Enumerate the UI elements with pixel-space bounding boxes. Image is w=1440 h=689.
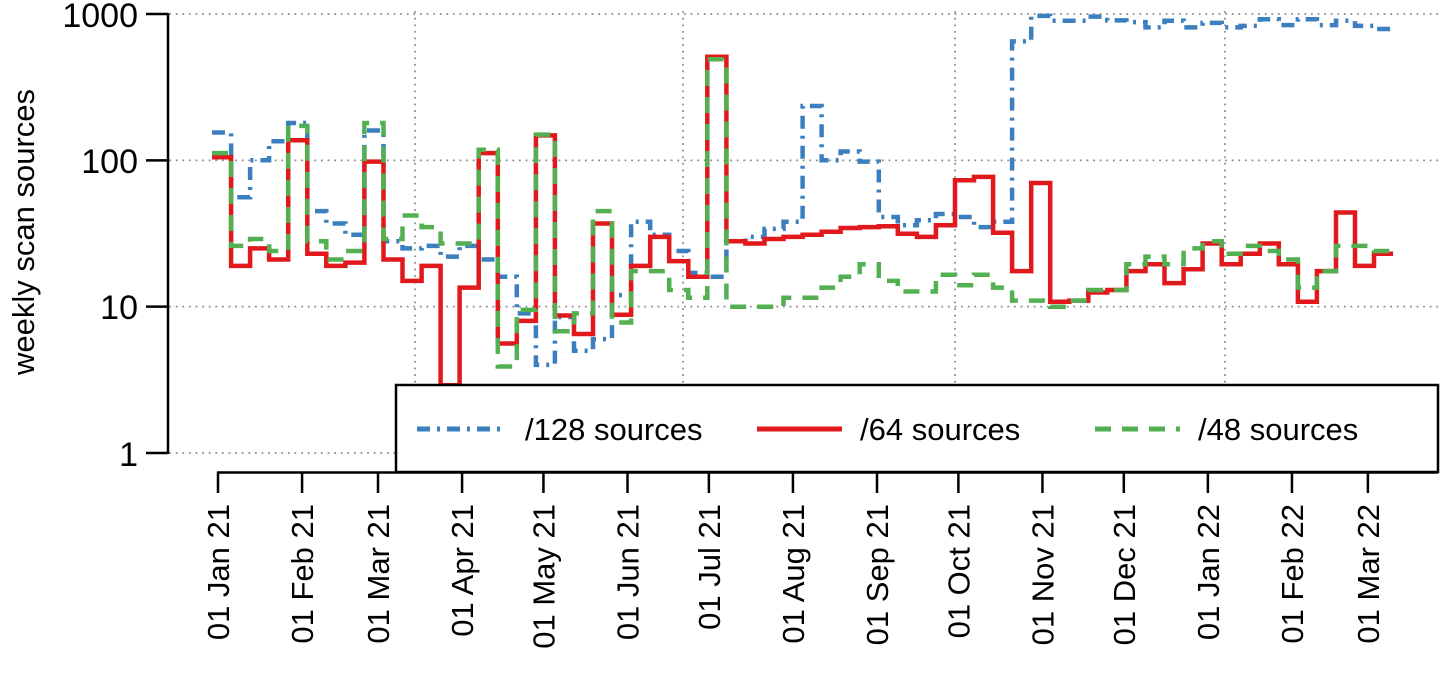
- x-tick-label: 01 Feb 22: [1275, 504, 1310, 644]
- x-tick-label: 01 Nov 21: [1025, 504, 1060, 645]
- legend: /128 sources /64 sources /48 sources: [394, 383, 1440, 474]
- y-axis-title: weekly scan sources: [6, 89, 41, 376]
- x-tick-label: 01 May 21: [526, 504, 561, 649]
- legend-box: [394, 383, 1440, 474]
- x-tick-label: 01 Apr 21: [445, 504, 480, 637]
- x-tick-label: 01 Sep 21: [860, 504, 895, 645]
- x-tick-label: 01 Jul 21: [692, 504, 727, 630]
- series-solid: [212, 54, 1394, 388]
- x-tick-label: 01 Mar 22: [1351, 504, 1386, 644]
- x-tick-label: 01 Oct 21: [941, 504, 976, 638]
- series-lines: [212, 13, 1394, 388]
- legend-label-64: /64 sources: [860, 412, 1020, 447]
- legend-label-128: /128 sources: [525, 412, 703, 447]
- x-tick-label: 01 Dec 21: [1107, 504, 1142, 645]
- x-tick-label: 01 Jun 21: [611, 504, 646, 640]
- series-dashdot: [212, 13, 1394, 368]
- y-tick-label: 1000: [62, 0, 138, 35]
- y-tick-label: 10: [100, 289, 138, 327]
- legend-label-48: /48 sources: [1198, 412, 1358, 447]
- x-tick-label: 01 Jan 21: [201, 504, 236, 640]
- y-tick-label: 1: [119, 436, 138, 474]
- series-dashed: [212, 57, 1394, 369]
- x-tick-label: 01 Mar 21: [361, 504, 396, 644]
- y-tick-label: 100: [81, 143, 138, 181]
- axes: 01 Jan 21 01 Feb 21 01 Mar 21 01 Apr 21 01 M…: [146, 12, 1438, 649]
- x-tick-label: 01 Aug 21: [776, 504, 811, 644]
- x-tick-label: 01 Jan 22: [1191, 504, 1226, 640]
- x-tick-label: 01 Feb 21: [285, 504, 320, 644]
